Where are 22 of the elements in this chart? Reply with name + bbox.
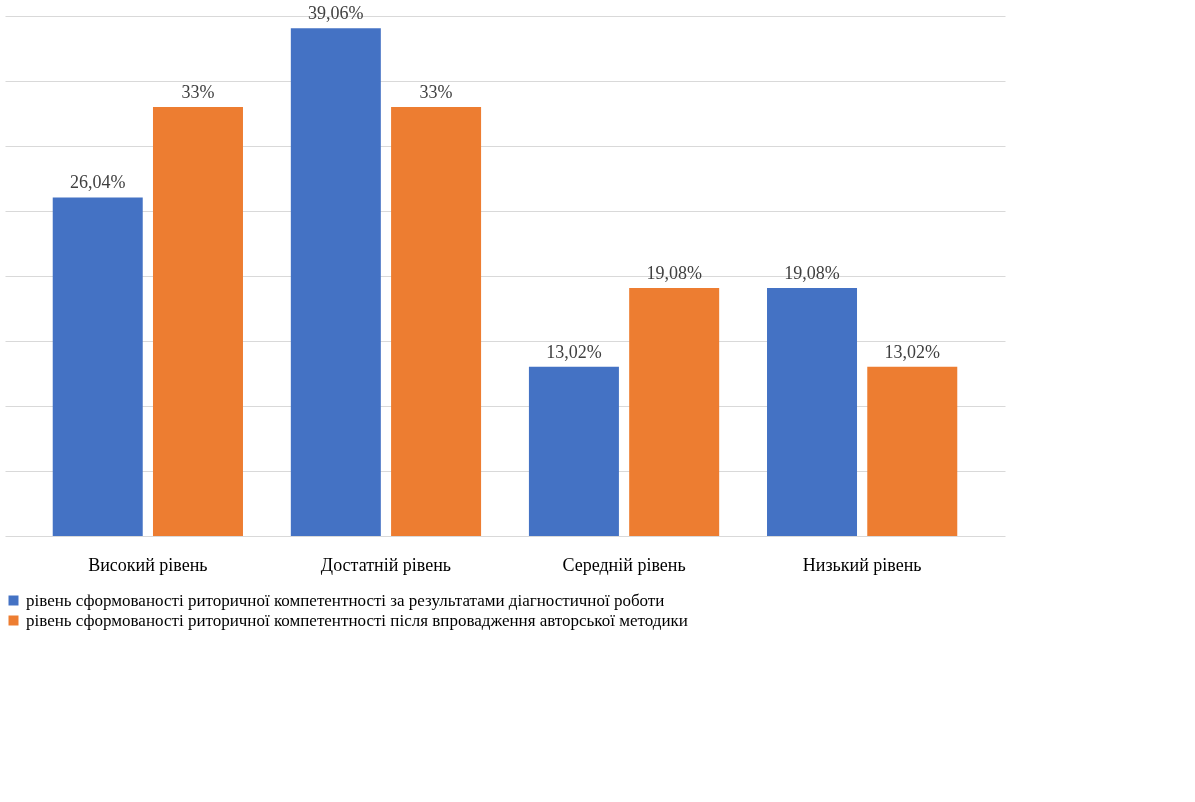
data-label: 33% xyxy=(181,82,215,102)
data-label: 19,08% xyxy=(784,262,840,283)
bar xyxy=(290,28,381,536)
legend-label: рівень сформованості риторичної компетентності за результатами діагностичної роботи xyxy=(26,590,665,610)
bar xyxy=(528,366,619,536)
data-label: 19,08% xyxy=(646,262,702,283)
x-tick-label: Низький рівень xyxy=(802,554,922,575)
x-tick-label: Високий рівень xyxy=(88,554,208,575)
bar xyxy=(867,366,958,536)
data-label: 39,06% xyxy=(308,3,364,24)
bar xyxy=(629,287,720,536)
data-label: 13,02% xyxy=(884,341,941,362)
legend-label: рівень сформованості риторичної компетентності після впровадження авторської методики xyxy=(26,610,688,630)
x-tick-label: Достатній рівень xyxy=(320,554,452,575)
data-label: 13,02% xyxy=(546,341,602,362)
bar xyxy=(152,107,243,536)
bar xyxy=(391,107,482,536)
data-label: 26,04% xyxy=(69,172,126,193)
bar xyxy=(767,287,858,536)
x-tick-label: Середній рівень xyxy=(562,554,686,575)
data-label: 33% xyxy=(419,82,453,102)
bar xyxy=(52,197,143,536)
